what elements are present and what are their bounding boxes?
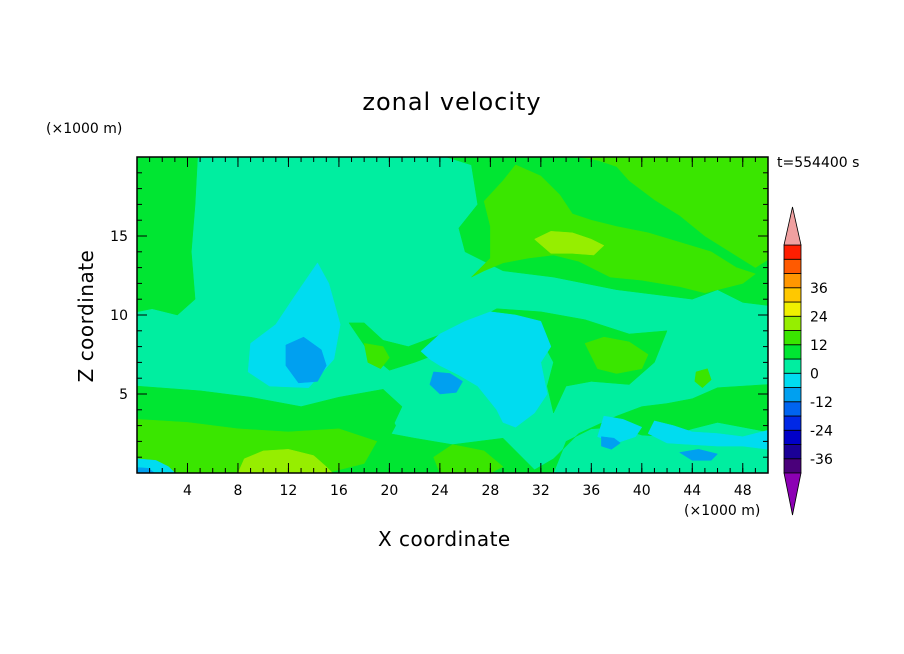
contour-region xyxy=(363,343,390,370)
colorbar-swatch xyxy=(783,287,802,303)
x-tick-label: 12 xyxy=(280,483,298,499)
contour-field xyxy=(137,157,768,473)
contour-region xyxy=(601,436,621,450)
colorbar-swatch xyxy=(783,344,802,360)
chart-title: zonal velocity xyxy=(362,88,542,116)
x-axis-unit: (×1000 m) xyxy=(684,503,761,519)
time-label: t=554400 s xyxy=(777,155,860,171)
x-tick-label: 20 xyxy=(380,483,398,499)
x-tick-label: 8 xyxy=(233,483,242,499)
colorbar-label: -36 xyxy=(810,452,833,468)
contour-region xyxy=(237,449,333,473)
contour-region xyxy=(433,444,504,473)
colorbar-label: 12 xyxy=(810,338,828,354)
contour-region xyxy=(679,449,718,461)
contour-region xyxy=(597,415,643,444)
colorbar-under-arrow xyxy=(783,472,802,516)
x-tick-label: 36 xyxy=(582,483,600,499)
y-tick-label: 15 xyxy=(110,229,128,245)
x-tick-label: 16 xyxy=(330,483,348,499)
colorbar-swatch xyxy=(783,358,802,374)
colorbar-swatch xyxy=(783,301,802,317)
colorbar-label: -12 xyxy=(810,395,833,411)
colorbar-swatch xyxy=(783,330,802,346)
colorbar: 36 24 12 0 -12 -24 -36 xyxy=(783,206,833,516)
colorbar-swatch xyxy=(783,244,802,260)
x-tick-label: 4 xyxy=(183,483,192,499)
x-tick-label: 44 xyxy=(683,483,701,499)
colorbar-swatch xyxy=(783,458,802,474)
contour-region xyxy=(137,467,156,473)
y-tick-label: 5 xyxy=(119,387,128,403)
y-tick-label: 10 xyxy=(110,308,128,324)
contour-region xyxy=(534,231,605,256)
colorbar-swatch xyxy=(783,273,802,289)
colorbar-label: 36 xyxy=(810,281,828,297)
contour-region xyxy=(647,420,768,450)
colorbar-label: -24 xyxy=(810,423,833,439)
contour-region xyxy=(515,157,768,268)
y-axis-unit: (×1000 m) xyxy=(46,121,123,137)
x-tick-label: 32 xyxy=(532,483,550,499)
contour-region xyxy=(429,371,463,395)
contour-region xyxy=(137,157,198,316)
colorbar-swatch xyxy=(783,387,802,403)
colorbar-swatch xyxy=(783,372,802,388)
x-axis-title: X coordinate xyxy=(378,527,511,551)
colorbar-swatch xyxy=(783,444,802,460)
contour-region xyxy=(420,311,552,428)
colorbar-label: 0 xyxy=(810,366,819,382)
x-tick-label: 24 xyxy=(431,483,449,499)
colorbar-swatch xyxy=(783,401,802,417)
x-tick-label: 40 xyxy=(633,483,651,499)
colorbar-swatch xyxy=(783,258,802,274)
x-tick-label: 48 xyxy=(734,483,752,499)
contour-region xyxy=(584,336,649,374)
colorbar-swatch xyxy=(783,315,802,331)
contour-region xyxy=(694,368,712,389)
colorbar-label: 24 xyxy=(810,309,828,325)
x-tick-label: 28 xyxy=(481,483,499,499)
colorbar-swatch xyxy=(783,429,802,445)
contour-region xyxy=(285,336,327,384)
colorbar-swatch xyxy=(783,415,802,431)
contour-region xyxy=(471,164,756,294)
colorbar-over-arrow xyxy=(783,206,802,246)
